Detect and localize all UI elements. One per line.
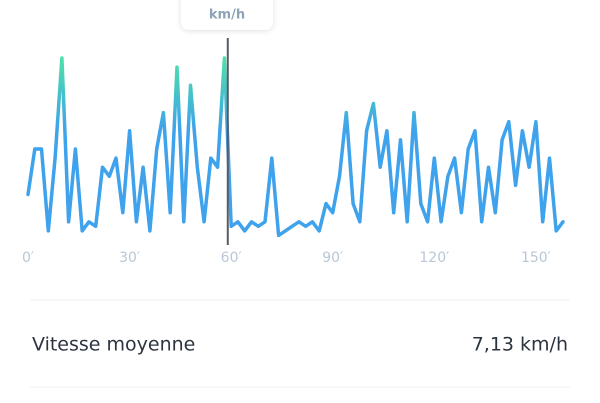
x-tick-label: 30′ xyxy=(119,250,140,266)
plot: 0′ 30′ 60′ 90′ 120′ 150′ xyxy=(22,38,565,266)
x-tick-label: 0′ xyxy=(22,250,34,266)
x-tick-label: 90′ xyxy=(322,250,343,266)
tooltip-unit: km/h xyxy=(209,8,245,23)
stat-label: Vitesse moyenne xyxy=(32,334,195,356)
x-tick-label: 60′ xyxy=(221,250,242,266)
stat-value: 7,13 km/h xyxy=(472,334,568,356)
speed-line xyxy=(26,56,565,238)
tooltip xyxy=(181,0,273,30)
x-tick-label: 120′ xyxy=(419,250,449,266)
x-tick-label: 150′ xyxy=(521,250,551,266)
